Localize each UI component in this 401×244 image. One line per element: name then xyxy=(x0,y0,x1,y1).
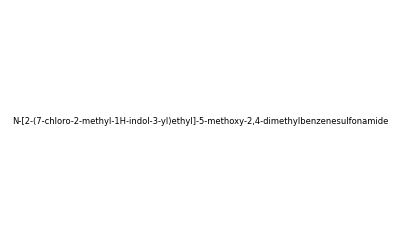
Text: N-[2-(7-chloro-2-methyl-1H-indol-3-yl)ethyl]-5-methoxy-2,4-dimethylbenzenesulfon: N-[2-(7-chloro-2-methyl-1H-indol-3-yl)et… xyxy=(12,118,389,126)
